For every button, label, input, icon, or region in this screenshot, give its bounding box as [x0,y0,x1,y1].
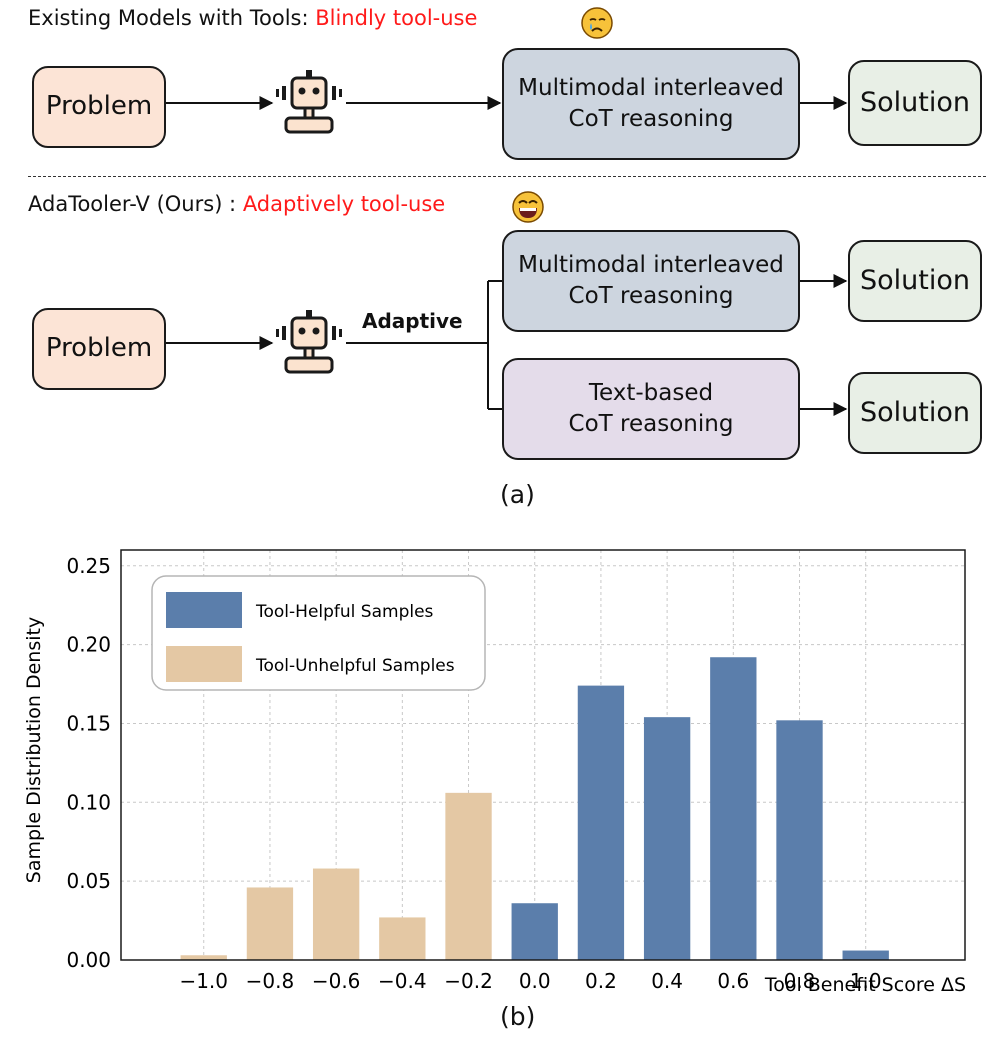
ticks: 0.00 0.05 0.10 0.15 0.20 0.25 −1.0 −0.8 −0.6 −0.4… [66,554,881,993]
bar-tool-helpful [842,950,889,960]
bar-chart: 0.00 0.05 0.10 0.15 0.20 0.25 −1.0 −0.8 −0.6 −0.4… [23,549,966,996]
x-tick-label: 0.4 [651,969,683,993]
y-tick-label: 0.25 [66,554,111,578]
problem-box-existing: Problem [32,66,166,148]
grinning-face-icon [512,191,544,223]
bar-tool-unhelpful [180,955,227,960]
y-tick-label: 0.05 [66,869,111,893]
y-tick-label: 0.15 [66,711,111,735]
problem-box-ours: Problem [32,308,166,390]
text-reasoning-box: Text-based CoT reasoning [502,358,800,460]
bar-tool-unhelpful [312,868,360,960]
legend: Tool-Helpful Samples Tool-Unhelpful Samp… [151,575,486,691]
bars [180,657,889,960]
legend-label-unhelpful: Tool-Unhelpful Samples [255,656,455,676]
x-tick-label: 0.0 [519,969,551,993]
ours-title-prefix: AdaTooler-V (Ours) : [28,192,243,216]
bar-tool-unhelpful [379,917,426,960]
x-tick-label: 0.8 [784,969,816,993]
bar-tool-helpful [643,717,691,960]
bar-tool-helpful [511,903,558,960]
multimodal-reasoning-box-existing: Multimodal interleaved CoT reasoning [502,48,800,160]
y-tick-label: 0.10 [66,790,111,814]
existing-title-highlight: Blindly tool-use [315,6,478,30]
adaptive-label: Adaptive [362,309,463,333]
x-tick-label: −0.8 [246,969,295,993]
diagram-arrows [166,96,848,416]
x-tick-label: −0.2 [444,969,493,993]
ours-title: AdaTooler-V (Ours) : Adaptively tool-use [28,192,445,216]
y-axis-label: Sample Distribution Density [23,617,45,883]
bar-tool-unhelpful [445,792,492,960]
legend-swatch-unhelpful [166,646,242,682]
multimodal-reasoning-label: Multimodal interleaved CoT reasoning [518,251,784,309]
solution-box-mm: Solution [848,240,982,322]
existing-title-prefix: Existing Models with Tools: [28,6,316,30]
x-axis-label: Tool Benefit Score ΔS [764,974,966,996]
multimodal-reasoning-box-ours: Multimodal interleaved CoT reasoning [502,230,800,332]
multimodal-reasoning-label: Multimodal interleaved CoT reasoning [518,74,784,132]
ours-title-highlight: Adaptively tool-use [242,192,446,216]
solution-label: Solution [860,396,970,428]
bar-tool-helpful [710,657,757,960]
problem-label: Problem [45,91,153,122]
solution-label: Solution [860,264,970,296]
caption-a: (a) [500,480,535,509]
x-tick-label: 0.6 [717,969,749,993]
crying-face-icon [581,7,613,39]
robot-icon [276,310,342,374]
y-tick-label: 0.00 [66,948,111,972]
bar-tool-unhelpful [246,887,294,960]
text-reasoning-label: Text-based CoT reasoning [568,379,734,437]
x-tick-label: 1.0 [850,969,882,993]
plot-frame [120,549,966,961]
caption-b: (b) [500,1002,536,1031]
bar-tool-helpful [577,685,625,960]
x-tick-label: −0.6 [312,969,361,993]
bar-tool-helpful [776,720,823,960]
x-tick-label: −0.4 [378,969,427,993]
legend-swatch-helpful [166,592,242,628]
divider [28,176,986,177]
problem-label: Problem [45,333,153,364]
solution-box-existing: Solution [848,60,982,146]
robot-icon [276,70,342,134]
x-tick-label: −1.0 [179,969,228,993]
x-tick-label: 0.2 [585,969,617,993]
y-tick-label: 0.20 [66,633,111,657]
legend-label-helpful: Tool-Helpful Samples [255,602,434,622]
solution-box-text: Solution [848,372,982,454]
solution-label: Solution [860,86,970,118]
existing-title: Existing Models with Tools: Blindly tool… [28,6,477,30]
